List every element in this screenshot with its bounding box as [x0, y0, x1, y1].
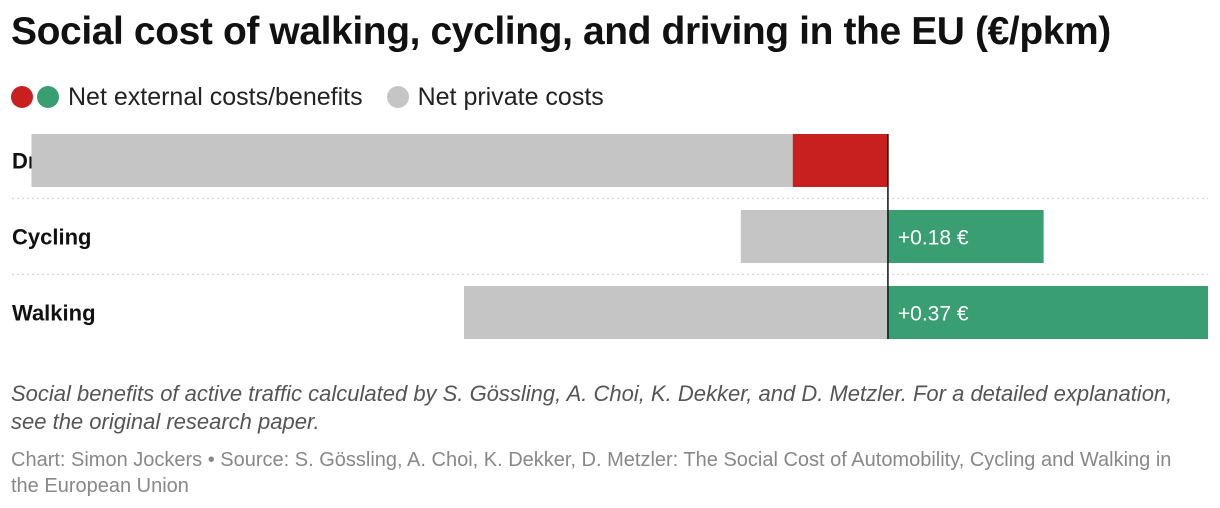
legend-grey-dot [386, 86, 409, 108]
legend-green-dot [37, 86, 59, 108]
legend-private: Net private costs [386, 82, 604, 112]
category-label-cycling: Cycling [12, 225, 91, 250]
bar-chart: DrivingCycling+0.18 €Walking+0.37 € [12, 134, 1208, 339]
category-label-walking: Walking [12, 301, 96, 326]
data-label-walking: +0.37 € [898, 303, 969, 326]
private-cost-bar-walking [464, 286, 888, 339]
data-label-cycling: +0.18 € [898, 227, 969, 250]
external-bar-driving [792, 134, 888, 187]
legend-red-dot [11, 86, 33, 108]
legend: Net external costs/benefits Net private … [11, 80, 604, 114]
private-cost-bar-driving [31, 134, 793, 187]
footnote: Social benefits of active traffic calcul… [11, 381, 1173, 434]
external-bar-cycling [887, 210, 1044, 263]
legend-external-label: Net external costs/benefits [68, 82, 363, 111]
external-bar-walking [887, 286, 1208, 339]
legend-private-label: Net private costs [417, 82, 604, 111]
source-credit: Chart: Simon Jockers • Source: S. Gössli… [11, 449, 1172, 497]
chart-title: Social cost of walking, cycling, and dri… [11, 10, 1111, 53]
legend-external: Net external costs/benefits [11, 83, 363, 112]
private-cost-bar-cycling [740, 210, 888, 263]
